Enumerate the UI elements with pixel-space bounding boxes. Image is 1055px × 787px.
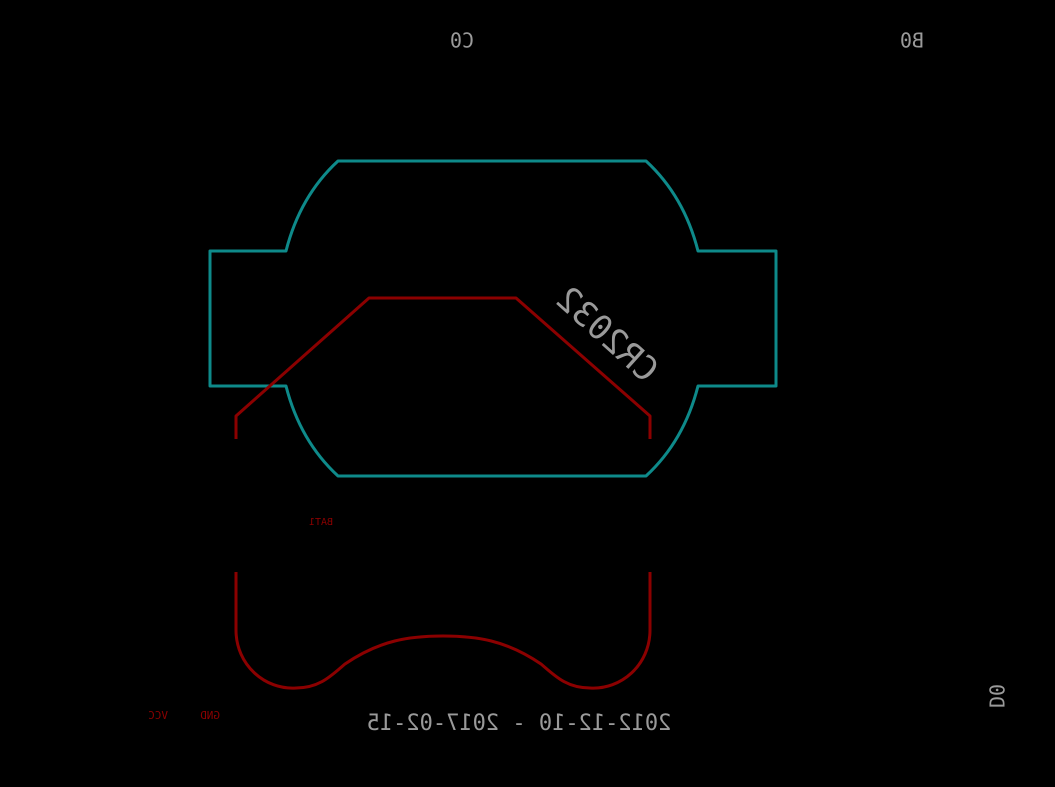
label-c0: C0	[450, 29, 474, 53]
label-pin-gnd: GND	[200, 709, 220, 722]
battery-holder-bottom-trace	[234, 572, 652, 690]
battery-holder-top-trace	[234, 296, 652, 439]
label-b0: B0	[900, 29, 924, 53]
label-d0: D0	[985, 684, 1009, 708]
label-pin-vcc: VCC	[148, 709, 168, 722]
label-date-range: 2012-12-10 - 2017-02-15	[367, 711, 672, 736]
board-outline	[208, 159, 778, 478]
label-part-ref: BAT1	[309, 517, 333, 528]
